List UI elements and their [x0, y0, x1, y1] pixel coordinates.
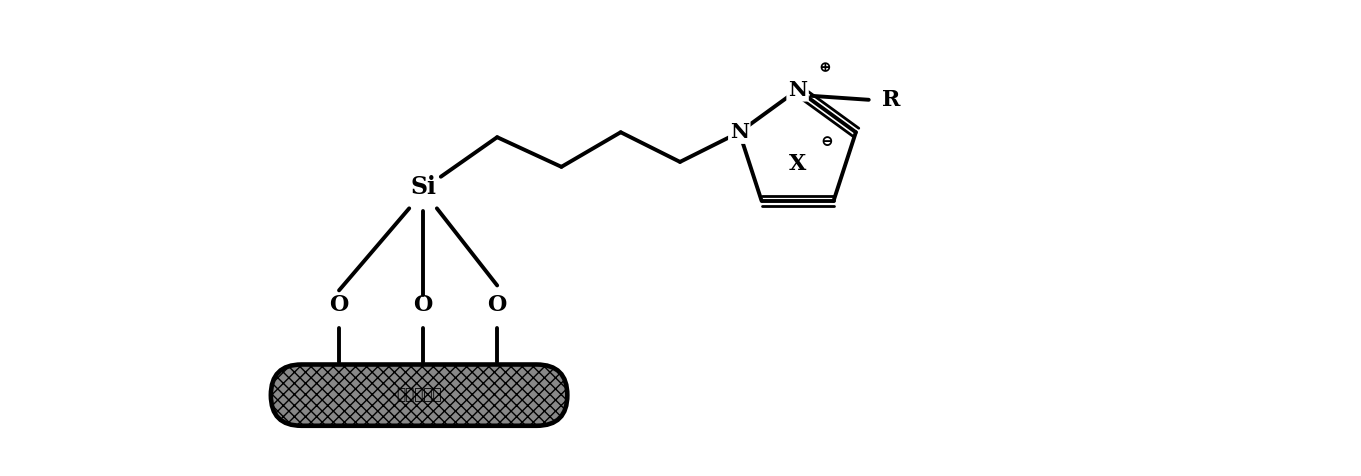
- FancyBboxPatch shape: [271, 365, 568, 426]
- Text: O: O: [329, 294, 348, 316]
- Text: N: N: [788, 80, 807, 100]
- Text: O: O: [487, 294, 506, 316]
- Text: Si: Si: [410, 175, 436, 198]
- Text: X: X: [789, 153, 806, 175]
- Text: ⊖: ⊖: [821, 135, 833, 149]
- Text: O: O: [414, 294, 433, 316]
- Text: ⊕: ⊕: [819, 61, 832, 75]
- Text: 介孔分子筛: 介孔分子筛: [396, 387, 442, 403]
- Text: R: R: [882, 89, 900, 111]
- Text: N: N: [729, 122, 749, 142]
